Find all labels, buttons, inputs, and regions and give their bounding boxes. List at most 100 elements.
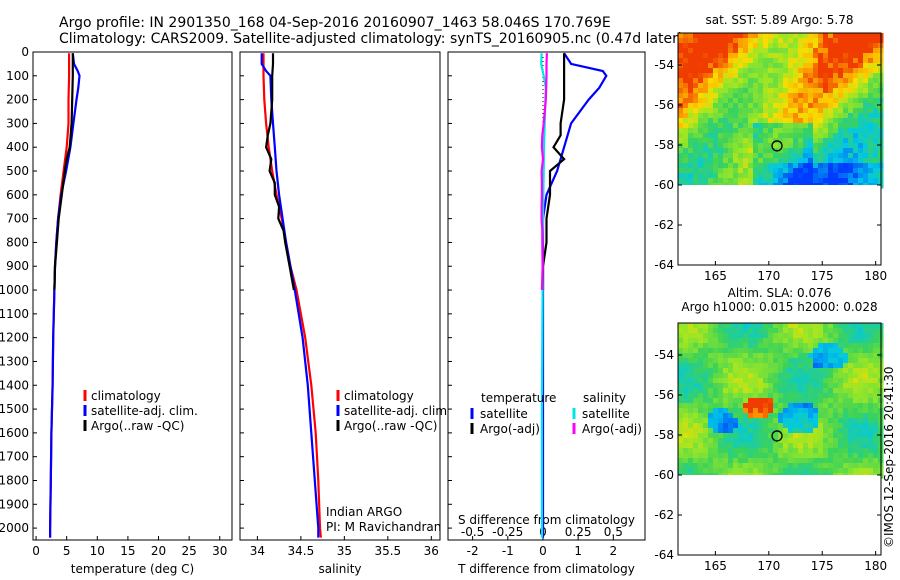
- lat-tick-label: -58: [654, 428, 674, 442]
- heat-cell: [768, 53, 774, 59]
- heat-cell: [728, 368, 734, 374]
- heat-cell: [718, 178, 724, 184]
- x-tick-label: 2: [610, 544, 618, 558]
- heat-cell: [798, 128, 804, 134]
- heat-cell: [813, 103, 819, 109]
- heat-cell: [798, 63, 804, 69]
- heat-cell: [818, 333, 824, 339]
- depth-tick-label: 0: [21, 45, 29, 59]
- heat-cell: [703, 123, 709, 129]
- heat-cell: [688, 38, 694, 44]
- heat-cell: [788, 58, 794, 64]
- heat-cell: [773, 33, 779, 39]
- heat-cell: [873, 413, 879, 419]
- heat-cell: [753, 338, 759, 344]
- heat-cell: [863, 83, 869, 89]
- heat-cell: [723, 363, 729, 369]
- heat-cell: [688, 98, 694, 104]
- heat-cell: [743, 453, 749, 459]
- heat-cell: [728, 163, 734, 169]
- heat-cell: [813, 463, 819, 469]
- heat-cell: [803, 338, 809, 344]
- heat-cell: [778, 153, 784, 159]
- heat-cell: [808, 408, 814, 414]
- heat-cell: [758, 423, 764, 429]
- heat-cell: [713, 463, 719, 469]
- heat-cell: [683, 133, 689, 139]
- heat-cell: [838, 38, 844, 44]
- heat-cell: [828, 123, 834, 129]
- heat-cell: [698, 408, 704, 414]
- heat-cell: [803, 133, 809, 139]
- heat-cell: [823, 418, 829, 424]
- heat-cell: [778, 443, 784, 449]
- heat-cell: [708, 338, 714, 344]
- heat-cell: [783, 148, 789, 154]
- heat-cell: [693, 323, 699, 329]
- heat-cell: [698, 88, 704, 94]
- heat-cell: [693, 148, 699, 154]
- heat-cell: [803, 53, 809, 59]
- heat-cell: [713, 458, 719, 464]
- heat-cell: [798, 438, 804, 444]
- heat-cell: [718, 163, 724, 169]
- heat-cell: [868, 73, 874, 79]
- heat-cell: [713, 438, 719, 444]
- heat-cell: [783, 73, 789, 79]
- heat-cell: [873, 433, 879, 439]
- heat-cell: [693, 83, 699, 89]
- heat-cell: [783, 373, 789, 379]
- heat-cell: [743, 328, 749, 334]
- heat-cell: [748, 43, 754, 49]
- heat-cell: [763, 428, 769, 434]
- heat-cell: [863, 58, 869, 64]
- heat-cell: [723, 133, 729, 139]
- s-tick-label: -0.5: [461, 525, 484, 539]
- heat-cell: [718, 43, 724, 49]
- heat-cell: [733, 53, 739, 59]
- heat-cell: [813, 398, 819, 404]
- heat-cell: [803, 443, 809, 449]
- heat-cell: [863, 173, 869, 179]
- heat-cell: [833, 433, 839, 439]
- heat-cell: [718, 418, 724, 424]
- heat-cell: [743, 408, 749, 414]
- heat-cell: [868, 128, 874, 134]
- heat-cell: [743, 83, 749, 89]
- heat-cell: [758, 343, 764, 349]
- sla-map-title: Altim. SLA: 0.076: [728, 286, 832, 300]
- heat-cell: [803, 118, 809, 124]
- heat-cell: [738, 153, 744, 159]
- heat-cell: [748, 338, 754, 344]
- heat-cell: [743, 63, 749, 69]
- heat-cell: [833, 418, 839, 424]
- heat-cell: [818, 388, 824, 394]
- heat-cell: [748, 63, 754, 69]
- heat-cell: [738, 408, 744, 414]
- heat-cell: [793, 368, 799, 374]
- heat-cell: [803, 173, 809, 179]
- heat-cell: [678, 38, 684, 44]
- heat-cell: [698, 468, 704, 474]
- heat-cell: [773, 143, 779, 149]
- heat-cell: [818, 363, 824, 369]
- heat-cell: [763, 38, 769, 44]
- heat-cell: [838, 93, 844, 99]
- heat-cell: [808, 68, 814, 74]
- heat-cell: [678, 348, 684, 354]
- heat-cell: [753, 343, 759, 349]
- heat-cell: [708, 383, 714, 389]
- heat-cell: [863, 433, 869, 439]
- heat-cell: [678, 378, 684, 384]
- heat-cell: [718, 348, 724, 354]
- heat-cell: [748, 413, 754, 419]
- heat-cell: [778, 83, 784, 89]
- heat-cell: [853, 178, 859, 184]
- heat-cell: [783, 363, 789, 369]
- legend-label: Argo(..raw -QC): [344, 419, 437, 433]
- heat-cell: [758, 63, 764, 69]
- heat-cell: [738, 53, 744, 59]
- heat-cell: [818, 368, 824, 374]
- heat-cell: [838, 158, 844, 164]
- heat-cell: [798, 468, 804, 474]
